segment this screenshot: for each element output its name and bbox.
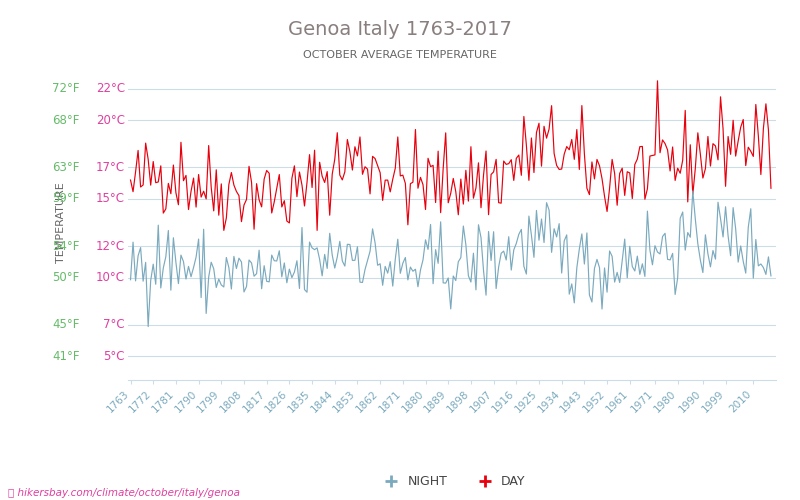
Text: 7°C: 7°C [103, 318, 125, 332]
Text: Genoa Italy 1763-2017: Genoa Italy 1763-2017 [288, 20, 512, 39]
Y-axis label: TEMPERATURE: TEMPERATURE [55, 182, 66, 263]
Text: ⭕ hikersbay.com/climate/october/italy/genoa: ⭕ hikersbay.com/climate/october/italy/ge… [8, 488, 240, 498]
Legend: NIGHT, DAY: NIGHT, DAY [374, 470, 530, 494]
Text: 45°F: 45°F [52, 318, 79, 332]
Text: 68°F: 68°F [52, 114, 79, 126]
Text: 15°C: 15°C [96, 192, 125, 205]
Text: 63°F: 63°F [52, 161, 79, 174]
Text: 41°F: 41°F [52, 350, 79, 363]
Text: 5°C: 5°C [103, 350, 125, 363]
Text: 59°F: 59°F [52, 192, 79, 205]
Text: 22°C: 22°C [96, 82, 125, 95]
Text: 12°C: 12°C [96, 240, 125, 252]
Text: 50°F: 50°F [52, 271, 79, 284]
Text: OCTOBER AVERAGE TEMPERATURE: OCTOBER AVERAGE TEMPERATURE [303, 50, 497, 60]
Text: 17°C: 17°C [96, 161, 125, 174]
Text: 72°F: 72°F [52, 82, 79, 95]
Text: 54°F: 54°F [52, 240, 79, 252]
Text: 20°C: 20°C [96, 114, 125, 126]
Text: 10°C: 10°C [96, 271, 125, 284]
